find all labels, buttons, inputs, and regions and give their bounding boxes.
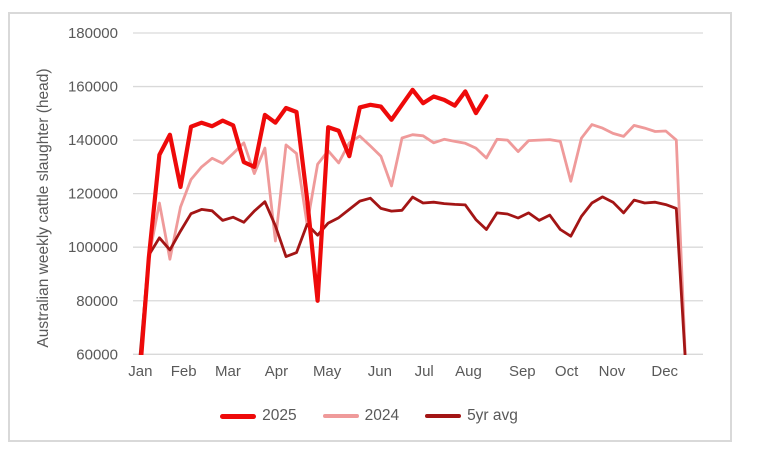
legend-line-swatch-2024 — [322, 414, 359, 418]
legend-line-swatch-2025 — [220, 413, 257, 419]
x-month-label: Mar — [215, 363, 241, 380]
x-month-label: Jan — [128, 363, 152, 380]
y-tick-label: 120000 — [68, 186, 118, 203]
gridlines — [133, 32, 703, 355]
x-axis-month-labels: Jan Feb Mar Apr May Jun Jul Aug Sep Oct Nov Dec — [128, 363, 678, 380]
legend-label-2025: 2025 — [262, 407, 297, 425]
x-month-label: Apr — [265, 363, 288, 380]
y-axis-title: Australian weekly cattle slaughter (head… — [35, 68, 52, 347]
legend-label-2024: 2024 — [364, 407, 400, 425]
legend-label-5yr-avg: 5yr avg — [467, 407, 518, 425]
y-tick-label: 180000 — [68, 25, 118, 42]
x-month-label: Oct — [555, 363, 579, 380]
legend-item-2024: 2024 — [322, 407, 400, 425]
x-month-label: Jun — [368, 363, 392, 380]
x-month-label: Feb — [171, 363, 197, 380]
x-month-label: Sep — [509, 363, 536, 380]
legend: 2025 2024 5yr avg — [8, 404, 730, 428]
y-axis-tick-labels: 60000 80000 100000 120000 140000 160000 180000 — [68, 25, 118, 363]
series-line-5yr-avg — [138, 195, 687, 355]
legend-item-5yr-avg: 5yr avg — [425, 408, 518, 424]
x-month-label: Aug — [455, 363, 482, 380]
chart-frame — [8, 12, 732, 442]
series-lines — [138, 87, 687, 355]
x-month-label: Jul — [415, 363, 434, 380]
series-line-2024 — [139, 123, 687, 355]
legend-item-2025: 2025 — [220, 407, 297, 425]
x-month-label: Dec — [651, 363, 678, 380]
y-tick-label: 80000 — [76, 293, 118, 310]
x-month-label: May — [313, 363, 342, 380]
x-month-label: Nov — [599, 363, 626, 380]
y-tick-label: 140000 — [68, 132, 118, 149]
y-tick-label: 60000 — [76, 346, 118, 363]
y-tick-label: 160000 — [68, 79, 118, 96]
legend-line-swatch-5yr-avg — [425, 414, 462, 418]
series-line-2025 — [139, 87, 489, 355]
y-tick-label: 100000 — [68, 239, 118, 256]
